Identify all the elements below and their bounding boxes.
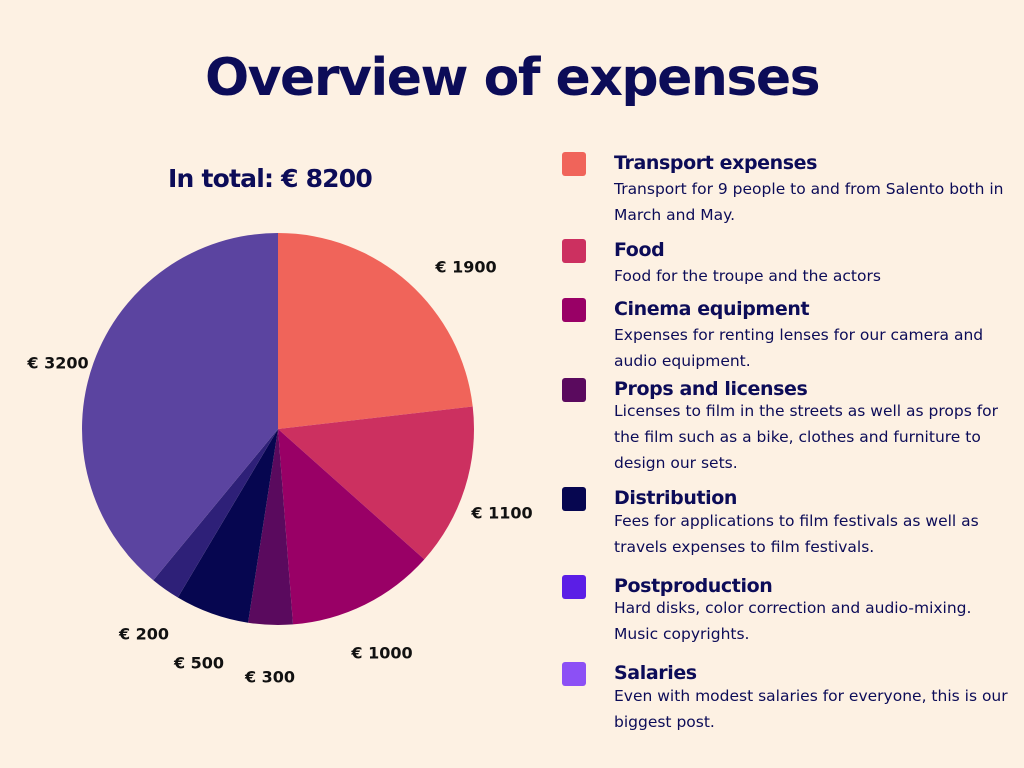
legend-description: Hard disks, color correction and audio-m… — [614, 599, 972, 643]
legend-description: Food for the troupe and the actors — [614, 267, 881, 285]
legend-title: Distribution — [614, 487, 738, 509]
legend-swatch — [562, 575, 586, 599]
slice-value-label: € 1900 — [434, 258, 496, 277]
slice-value-label: € 300 — [244, 668, 295, 687]
page-title: Overview of expenses — [204, 48, 821, 108]
total-subtitle: In total: € 8200 — [168, 164, 373, 193]
slice-value-label: € 1000 — [350, 644, 412, 663]
slice-value-label: € 1100 — [470, 504, 532, 523]
legend-title: Postproduction — [614, 575, 773, 597]
legend-swatch — [562, 239, 586, 263]
legend-title: Food — [614, 239, 665, 261]
legend-swatch — [562, 662, 586, 686]
legend-description: Expenses for renting lenses for our came… — [614, 326, 984, 370]
legend-description: Licenses to film in the streets as well … — [614, 402, 999, 472]
legend-title: Transport expenses — [614, 152, 818, 174]
legend-swatch — [562, 487, 586, 511]
pie-slice — [278, 429, 425, 625]
slice-value-label: € 3200 — [26, 354, 88, 373]
pie-slice — [278, 233, 473, 429]
pie-slice — [82, 233, 278, 581]
legend-swatch — [562, 152, 586, 176]
legend-description: Fees for applications to film festivals … — [614, 512, 979, 556]
pie-slice — [248, 429, 293, 625]
pie-slice — [278, 406, 475, 560]
pie-slice — [153, 429, 278, 598]
legend-title: Props and licenses — [614, 378, 808, 400]
legend-swatch — [562, 378, 586, 402]
pie-slice — [177, 429, 278, 623]
legend-swatch — [562, 298, 586, 322]
slice-value-label: € 500 — [173, 654, 224, 673]
legend-title: Cinema equipment — [614, 298, 810, 320]
legend-description: Even with modest salaries for everyone, … — [614, 687, 1008, 731]
slice-value-label: € 200 — [118, 625, 169, 644]
legend-description: Transport for 9 people to and from Salen… — [614, 180, 1004, 224]
legend-title: Salaries — [614, 662, 697, 684]
